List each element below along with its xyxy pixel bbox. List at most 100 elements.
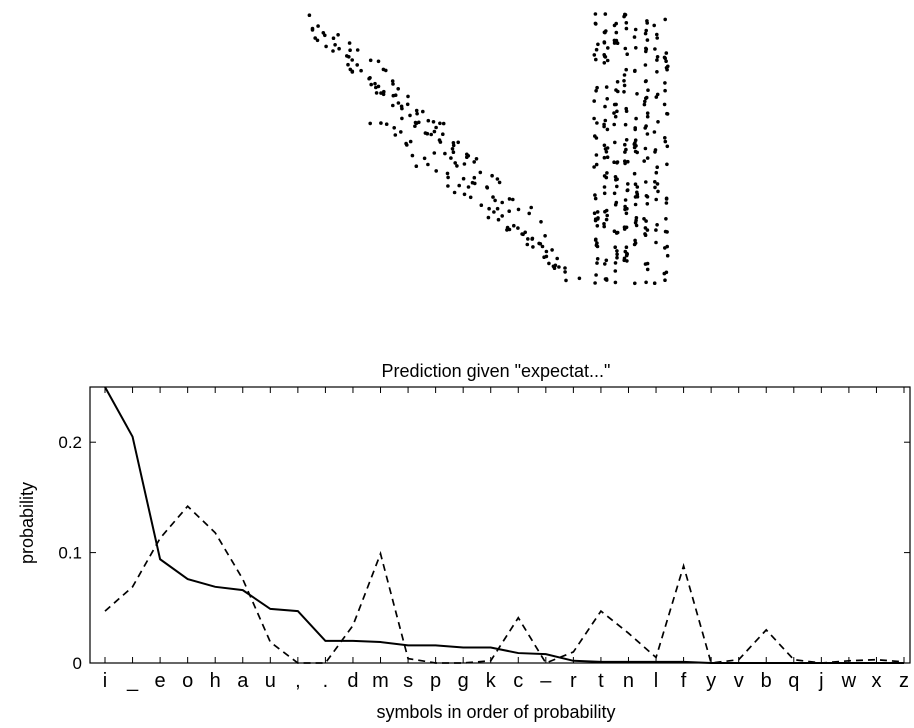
- hierarchy-point: [596, 217, 600, 221]
- hierarchy-point: [634, 216, 639, 220]
- hierarchy-point: [347, 41, 352, 45]
- hierarchy-point: [595, 224, 600, 228]
- hierarchy-point: [633, 68, 637, 73]
- hierarchy-point: [316, 24, 320, 28]
- hierarchy-point: [644, 219, 648, 223]
- hierarchy-point: [603, 104, 607, 109]
- hierarchy-point: [592, 53, 597, 57]
- x-tick-label: n: [623, 670, 634, 692]
- x-tick-label: i: [103, 670, 107, 692]
- x-tick-label: k: [486, 670, 497, 692]
- hierarchy-point: [496, 217, 501, 222]
- hierarchy-dot-plot: [307, 12, 670, 286]
- hierarchy-point: [592, 165, 596, 169]
- hierarchy-point: [644, 124, 648, 128]
- hierarchy-point: [662, 55, 667, 60]
- hierarchy-point: [622, 258, 626, 263]
- hierarchy-point: [596, 42, 600, 47]
- hierarchy-point: [555, 256, 559, 261]
- series-lines: [104, 386, 905, 665]
- hierarchy-point: [615, 161, 619, 165]
- hierarchy-point: [644, 95, 649, 100]
- hierarchy-point: [654, 228, 658, 232]
- hierarchy-point: [595, 121, 599, 125]
- axis-ticks: [90, 387, 910, 664]
- hierarchy-point: [391, 103, 395, 108]
- hierarchy-point: [473, 181, 477, 186]
- hierarchy-point: [603, 55, 608, 59]
- hierarchy-point: [613, 245, 617, 249]
- hierarchy-point: [406, 94, 410, 99]
- hierarchy-point: [441, 132, 445, 136]
- hierarchy-point: [472, 175, 477, 180]
- x-tick-label: l: [654, 670, 658, 692]
- hierarchy-point: [612, 23, 617, 28]
- hierarchy-point: [656, 120, 660, 124]
- hierarchy-point: [662, 271, 667, 276]
- hierarchy-point: [408, 139, 413, 144]
- hierarchy-point: [604, 258, 609, 263]
- series-line-solid: [104, 386, 904, 664]
- hierarchy-point: [643, 99, 647, 104]
- hierarchy-point: [384, 68, 388, 73]
- hierarchy-point: [478, 170, 483, 175]
- x-tick-label: r: [570, 670, 577, 692]
- hierarchy-point: [441, 121, 446, 126]
- hierarchy-point: [652, 23, 656, 28]
- hierarchy-point: [624, 21, 629, 25]
- hierarchy-point: [374, 85, 378, 90]
- hierarchy-point: [614, 178, 618, 182]
- hierarchy-point: [593, 238, 598, 242]
- hierarchy-point: [655, 223, 659, 227]
- hierarchy-point: [645, 111, 650, 115]
- hierarchy-point: [324, 44, 328, 49]
- hierarchy-point: [665, 112, 670, 116]
- hierarchy-point: [664, 201, 669, 205]
- hierarchy-point: [592, 211, 597, 215]
- hierarchy-point: [642, 159, 646, 163]
- hierarchy-point: [634, 223, 639, 228]
- hierarchy-point: [594, 153, 599, 157]
- hierarchy-point: [625, 251, 629, 256]
- hierarchy-point: [655, 55, 660, 59]
- hierarchy-point: [479, 203, 484, 207]
- hierarchy-point: [405, 102, 410, 107]
- hierarchy-point: [557, 265, 561, 269]
- hierarchy-point: [486, 215, 491, 220]
- hierarchy-point: [633, 238, 637, 243]
- hierarchy-point: [613, 140, 617, 145]
- hierarchy-point: [426, 162, 430, 167]
- hierarchy-point: [643, 232, 647, 236]
- hierarchy-point: [595, 244, 600, 249]
- hierarchy-point: [624, 245, 629, 249]
- hierarchy-point: [622, 225, 627, 229]
- hierarchy-point: [415, 111, 419, 116]
- hierarchy-point: [530, 237, 534, 241]
- hierarchy-point: [643, 63, 648, 67]
- hierarchy-point: [405, 143, 409, 147]
- hierarchy-point: [472, 160, 477, 164]
- hierarchy-point: [495, 206, 500, 211]
- hierarchy-point: [507, 209, 512, 213]
- hierarchy-point: [624, 67, 628, 72]
- hierarchy-point: [552, 266, 557, 271]
- x-tick-label: j: [818, 670, 823, 692]
- hierarchy-point: [666, 64, 670, 69]
- hierarchy-point: [492, 210, 496, 214]
- hierarchy-point: [331, 36, 336, 40]
- hierarchy-point: [602, 61, 607, 65]
- x-tick-label: ,: [295, 670, 301, 692]
- hierarchy-point: [652, 281, 657, 286]
- hierarchy-point: [645, 21, 649, 25]
- hierarchy-point: [512, 223, 516, 228]
- hierarchy-point: [346, 62, 350, 67]
- hierarchy-point: [642, 217, 646, 221]
- hierarchy-point: [614, 231, 619, 235]
- y-tick-label: 0.2: [58, 433, 82, 452]
- hierarchy-point: [643, 79, 648, 84]
- hierarchy-point: [413, 124, 417, 128]
- hierarchy-point: [495, 177, 500, 181]
- hierarchy-point: [564, 278, 568, 283]
- hierarchy-point: [633, 126, 637, 130]
- x-tick-label: p: [430, 670, 441, 692]
